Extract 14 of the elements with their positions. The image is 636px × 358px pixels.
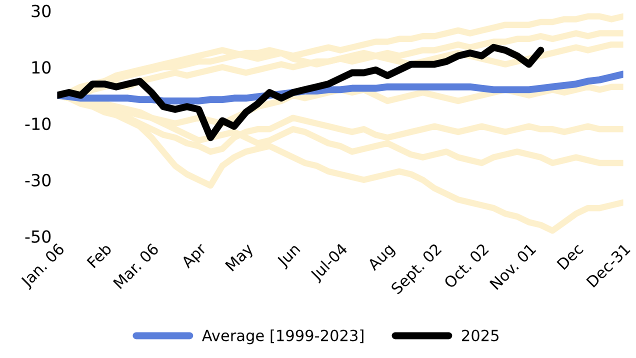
- x-tick-label: Jun: [276, 243, 303, 270]
- y-tick-label: 30: [32, 4, 51, 18]
- x-tick-label: Feb: [86, 242, 112, 268]
- y-tick-label: -50: [25, 230, 51, 243]
- y-tick-label: 10: [32, 61, 51, 74]
- x-tick-label: Mar. 06: [112, 242, 160, 290]
- y-tick-label: -30: [25, 174, 51, 186]
- x-tick-label: Dec: [556, 242, 584, 270]
- x-tick-label: Jan. 06: [20, 242, 67, 290]
- legend-label: 2025: [462, 330, 498, 342]
- x-tick-label: Oct. 02: [443, 243, 490, 289]
- legend-label: Average [1999-2023]: [202, 329, 364, 344]
- y-tick-label: -10: [25, 117, 51, 130]
- x-tick-label: Apr: [180, 242, 210, 271]
